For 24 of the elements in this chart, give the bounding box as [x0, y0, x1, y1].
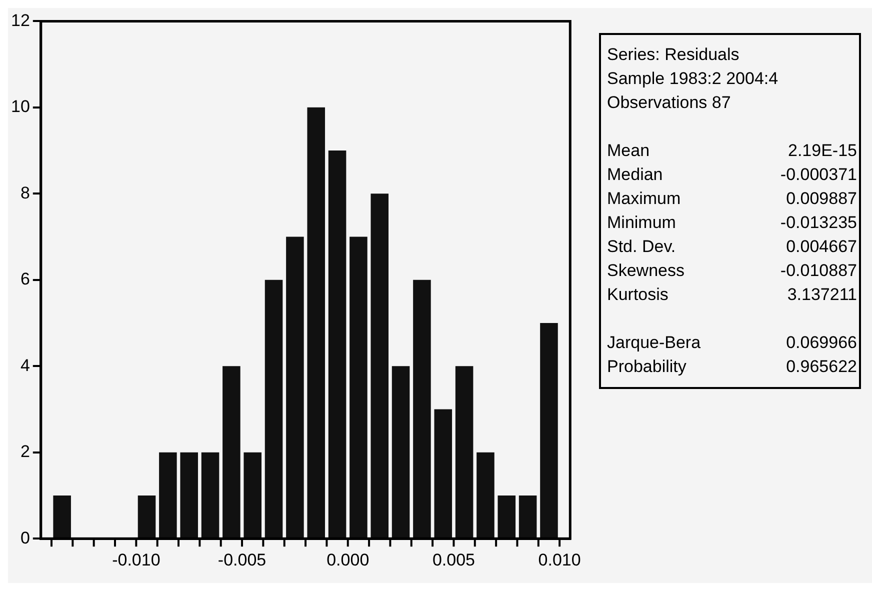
text: Observations 87	[607, 92, 732, 114]
text: Minimum -0.013235	[607, 213, 857, 232]
text: Skewness -0.010887	[607, 261, 857, 280]
y-tick-label: 2	[20, 442, 30, 462]
text: Maximum 0.009887	[607, 189, 857, 208]
y-tick-label: 0	[20, 528, 30, 548]
text: Kurtosis 3.137211	[607, 285, 857, 304]
x-tick-label: 0.000	[326, 550, 370, 570]
x-tick-label: -0.005	[218, 550, 266, 570]
y-tick-label: 4	[20, 356, 30, 375]
text: Sample 1983:2 2004:4	[607, 68, 780, 90]
text: Std. Dev. 0.004667	[607, 237, 857, 256]
y-tick-label: 8	[20, 183, 30, 202]
x-tick-label: 0.005	[432, 550, 475, 570]
text: Jarque-Bera 0.069966	[607, 333, 857, 352]
text: Median -0.000371	[607, 165, 857, 184]
text: Mean 2.19E-15	[607, 141, 857, 160]
x-tick-label: -0.010	[112, 550, 160, 570]
text: Probability 0.965622	[607, 357, 857, 376]
y-tick-label: 10	[10, 97, 30, 116]
y-tick-label: 12	[10, 10, 30, 30]
y-tick-label: 6	[20, 270, 30, 289]
text: Series: Residuals	[607, 44, 740, 66]
x-tick-label: 0.010	[538, 550, 581, 570]
